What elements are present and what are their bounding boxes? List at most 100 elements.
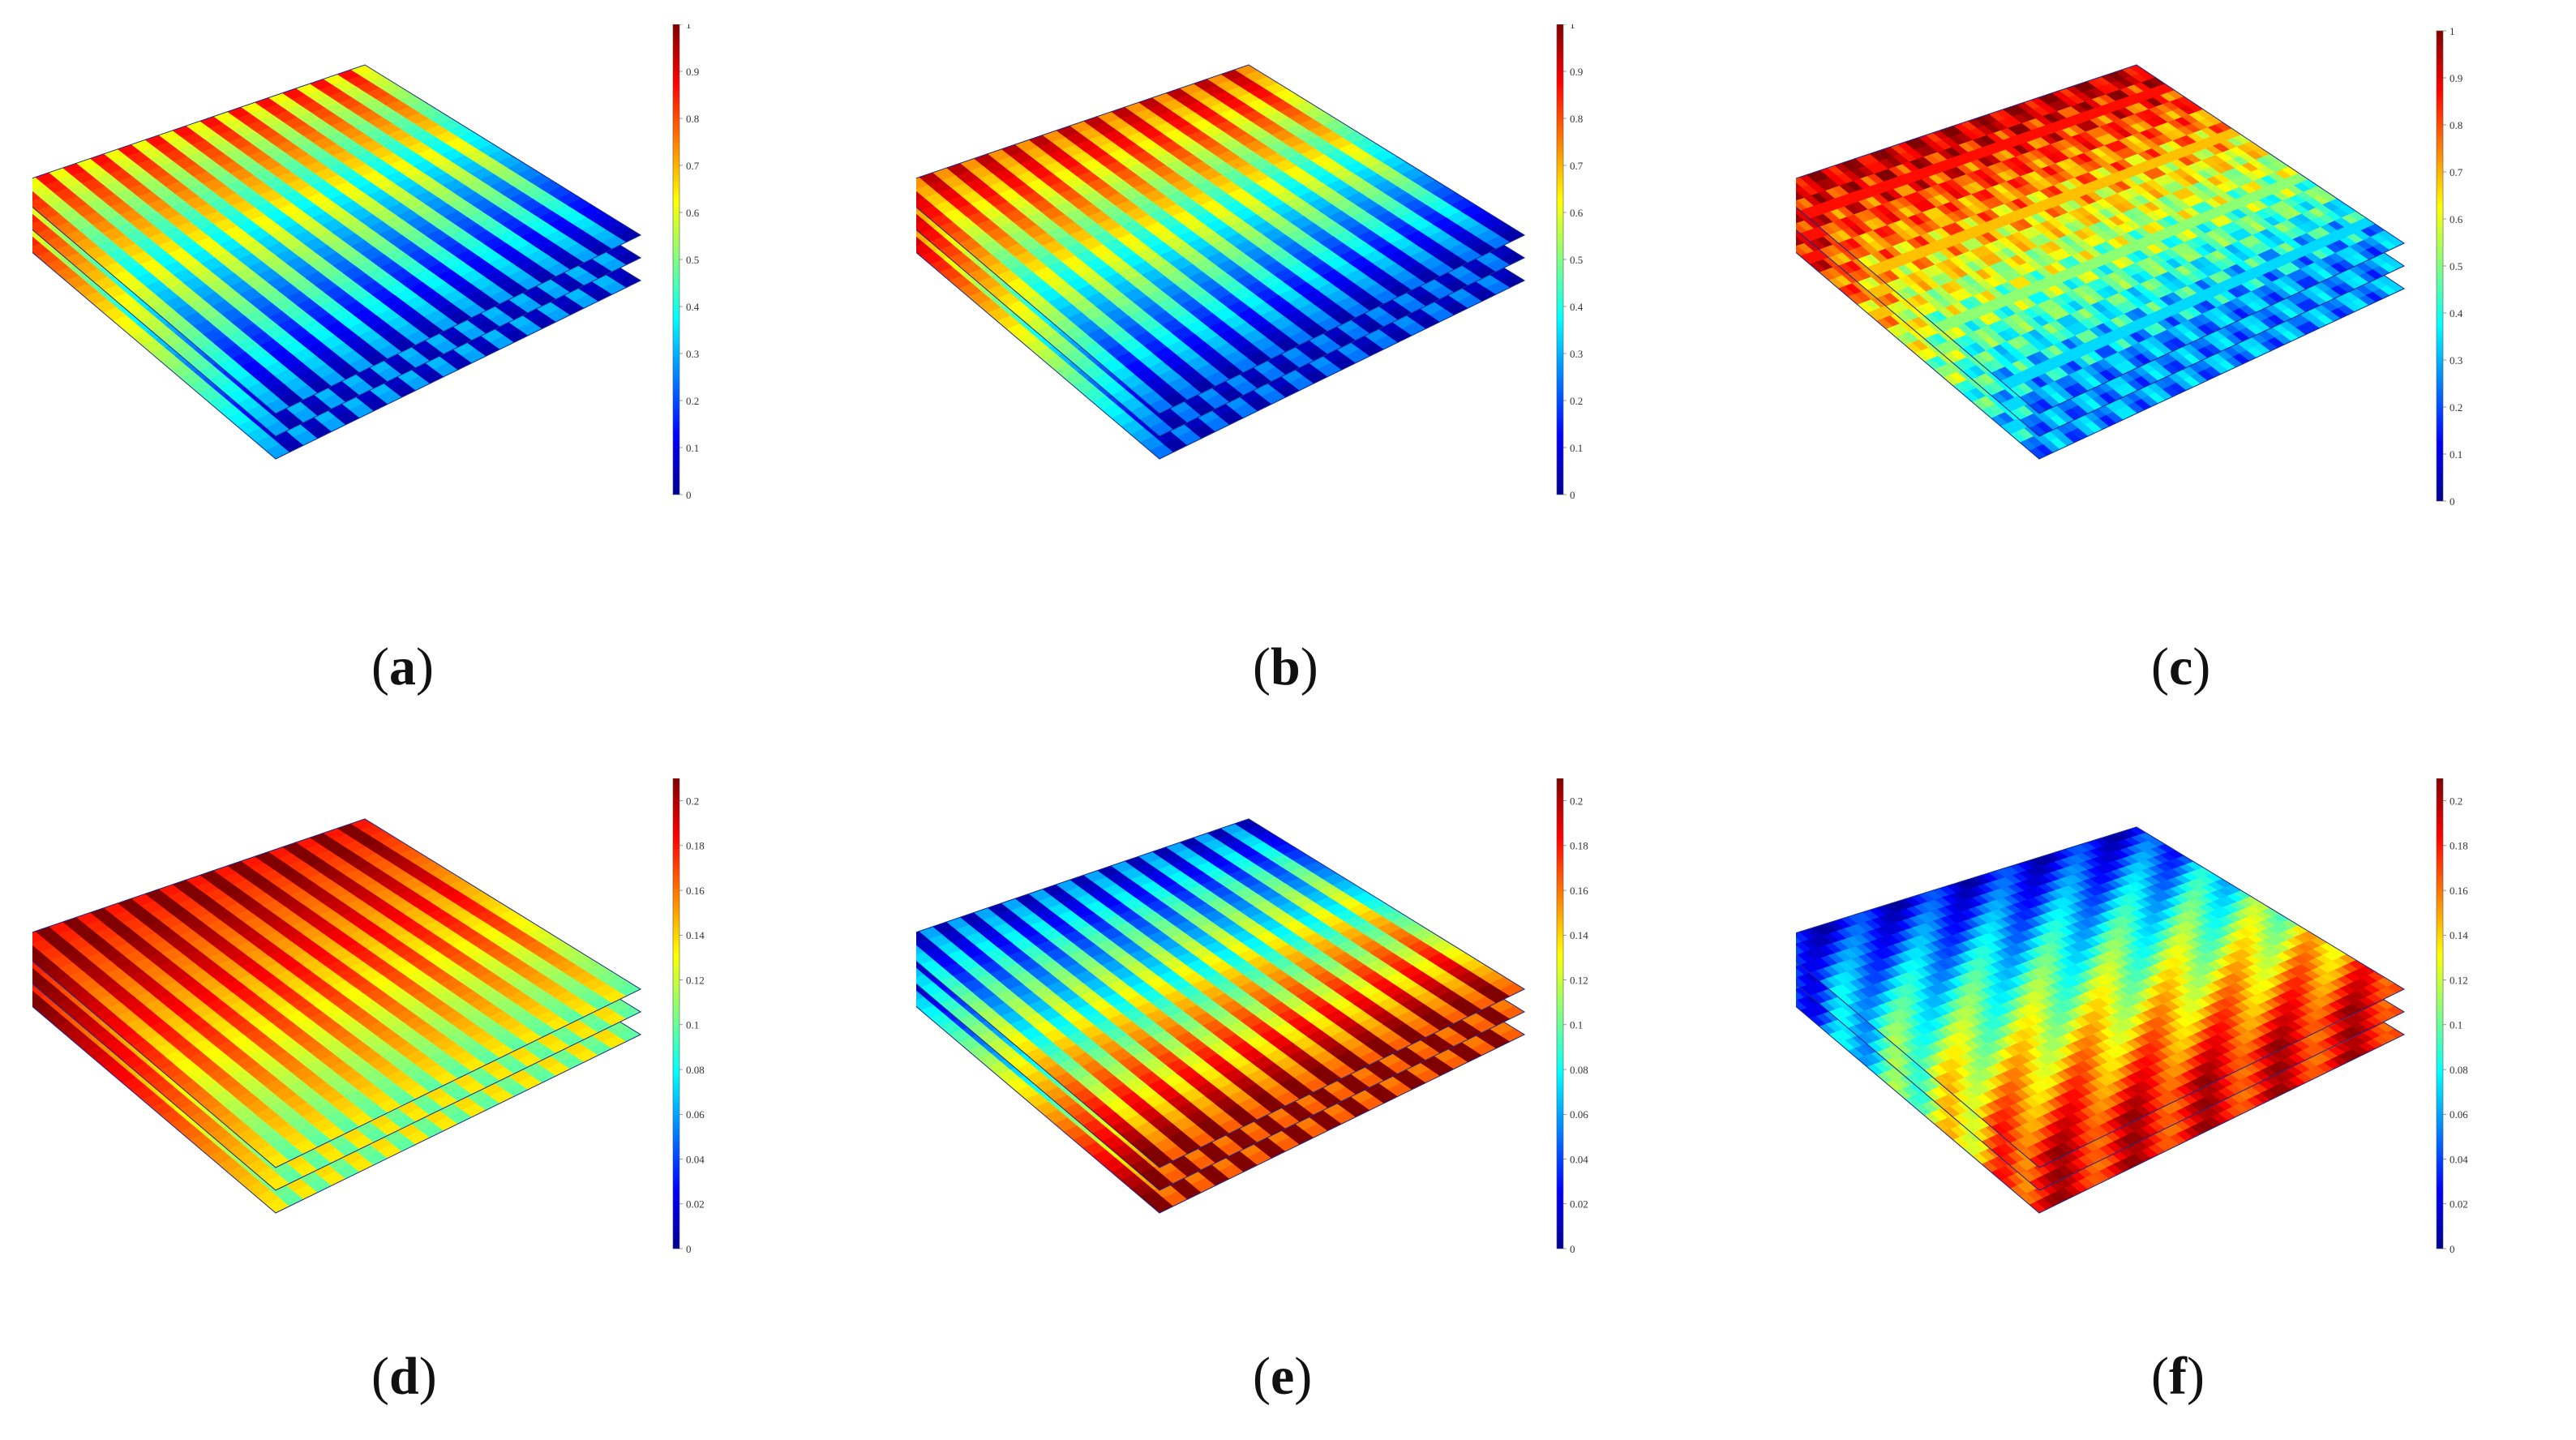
colorbar-tick-label: 0.12	[2450, 974, 2468, 986]
contour-plot-e: 0 0.02 0.04 0.06 0.08 0.1 0.12 0.14 0.16 0.18 0.2	[891, 778, 1588, 1255]
colorbar-tick-label: 0.1	[2450, 448, 2462, 461]
colorbar-tick-label: 0.5	[1570, 254, 1583, 266]
contour-plot-a: 0 0.1 0.2 0.3 0.4 0.5 0.6 0.7 0.8 0.9 1	[7, 19, 700, 501]
colorbar-gradient	[672, 24, 680, 495]
colorbar-tick-label: 0.12	[686, 974, 705, 986]
colorbar: 0 0.1 0.2 0.3 0.4 0.5 0.6 0.7 0.8 0.9 1	[1556, 19, 1584, 501]
colorbar: 0 0.02 0.04 0.06 0.08 0.1 0.12 0.14 0.16 0.18 0.2	[2436, 778, 2468, 1255]
plate-layer-1	[891, 818, 1526, 1168]
caption-d: (d)	[371, 1346, 437, 1408]
colorbar-tick-label: 1	[686, 24, 692, 31]
colorbar-tick-label: 0.16	[2450, 885, 2468, 897]
plate-layer-1	[891, 64, 1526, 414]
colorbar-tick-label: 0.2	[2450, 795, 2462, 807]
panel-c: 0 0.1 0.2 0.3 0.4 0.5 0.6 0.7 0.8 0.9 1	[1770, 24, 2574, 592]
contour-plot-d: 0 0.02 0.04 0.06 0.08 0.1 0.12 0.14 0.16 0.18 0.2	[7, 778, 705, 1255]
plate-outline	[1770, 826, 2406, 1168]
caption-b: (b)	[1253, 636, 1318, 698]
colorbar: 0 0.02 0.04 0.06 0.08 0.1 0.12 0.14 0.16 0.18 0.2	[1556, 778, 1588, 1255]
colorbar-tick-label: 0.4	[1570, 301, 1584, 313]
colorbar-tick-label: 0	[686, 489, 692, 501]
colorbar-gradient	[1556, 24, 1564, 495]
colorbar-tick-label: 0.9	[1570, 66, 1583, 78]
colorbar-tick-label: 0.2	[686, 395, 699, 407]
colorbar-tick-label: 0.08	[1570, 1064, 1588, 1076]
colorbar-tick-label: 0.7	[1570, 160, 1584, 172]
plate-layer-1	[7, 64, 642, 414]
colorbar-tick-label: 1	[2450, 25, 2455, 37]
colorbar-tick-label: 0.16	[686, 885, 705, 897]
contour-plot-b: 0 0.1 0.2 0.3 0.4 0.5 0.6 0.7 0.8 0.9 1	[891, 19, 1584, 501]
plate-outline	[7, 818, 642, 1168]
colorbar-tick-label: 0.14	[2450, 929, 2468, 941]
colorbar-tick-label: 0	[1570, 1243, 1575, 1255]
colorbar-tick-label: 0.9	[686, 66, 699, 78]
colorbar-tick-label: 0.8	[2450, 119, 2462, 131]
colorbar-tick-label: 0.06	[1570, 1108, 1588, 1121]
colorbar-tick-label: 0.04	[686, 1153, 705, 1165]
panel-b: 0 0.1 0.2 0.3 0.4 0.5 0.6 0.7 0.8 0.9 1	[891, 19, 1743, 592]
colorbar-tick-label: 0.08	[686, 1064, 705, 1076]
colorbar-tick-label: 0.9	[2450, 72, 2462, 84]
panel-f: 0 0.02 0.04 0.06 0.08 0.1 0.12 0.14 0.16 0.18 0.2	[1770, 778, 2574, 1297]
colorbar-tick-label: 0.02	[686, 1198, 705, 1211]
colorbar-tick-label: 0.16	[1570, 885, 1588, 897]
colorbar-tick-label: 0.18	[2450, 840, 2468, 852]
colorbar-tick-label: 0.08	[2450, 1064, 2468, 1076]
plate-layer-1	[7, 818, 642, 1168]
colorbar-tick-label: 0.3	[2450, 354, 2462, 366]
colorbar-tick-label: 0	[2450, 1243, 2455, 1255]
caption-c: (c)	[2151, 636, 2210, 698]
colorbar-tick-label: 0.04	[1570, 1153, 1588, 1165]
colorbar-tick-label: 1	[1570, 24, 1575, 31]
colorbar-tick-label: 0.04	[2450, 1153, 2468, 1165]
colorbar-tick-label: 0.14	[686, 929, 705, 941]
colorbar-tick-label: 0.4	[686, 301, 700, 313]
colorbar-tick-label: 0.6	[1570, 207, 1584, 219]
plate-outline	[891, 818, 1526, 1168]
colorbar-gradient	[1556, 778, 1564, 1249]
panel-e: 0 0.02 0.04 0.06 0.08 0.1 0.12 0.14 0.16 0.18 0.2	[891, 778, 1743, 1297]
colorbar-tick-label: 0.4	[2450, 307, 2463, 319]
colorbar-tick-label: 0.2	[1570, 795, 1583, 807]
colorbar-tick-label: 0.5	[686, 254, 699, 266]
caption-a: (a)	[371, 636, 434, 698]
colorbar-tick-label: 0.6	[686, 207, 700, 219]
contour-plot-f: 0 0.02 0.04 0.06 0.08 0.1 0.12 0.14 0.16 0.18 0.2	[1770, 778, 2468, 1255]
plate-outline	[891, 64, 1526, 414]
colorbar-tick-label: 0	[1570, 489, 1575, 501]
colorbar-tick-label: 0.6	[2450, 213, 2463, 225]
colorbar-tick-label: 0.1	[686, 442, 699, 454]
colorbar-tick-label: 0.7	[686, 160, 700, 172]
colorbar-tick-label: 0.06	[686, 1108, 705, 1121]
plate-layer-1	[1770, 826, 2406, 1168]
colorbar-tick-label: 0.12	[1570, 974, 1588, 986]
plate-outline	[1770, 64, 2406, 414]
colorbar-tick-label: 0.8	[1570, 113, 1583, 125]
caption-f: (f)	[2151, 1346, 2205, 1408]
colorbar-tick-label: 0.18	[1570, 840, 1588, 852]
colorbar-tick-label: 0.1	[1570, 1019, 1583, 1031]
panel-d: 0 0.02 0.04 0.06 0.08 0.1 0.12 0.14 0.16 0.18 0.2	[7, 778, 859, 1297]
colorbar-tick-label: 0.7	[2450, 166, 2463, 178]
colorbar-gradient	[2436, 30, 2444, 502]
colorbar-tick-label: 0.1	[2450, 1019, 2462, 1031]
colorbar-gradient	[672, 778, 680, 1249]
colorbar-tick-label: 0.14	[1570, 929, 1588, 941]
colorbar-tick-label: 0.3	[1570, 348, 1583, 360]
plate-outline	[7, 64, 642, 414]
colorbar-tick-label: 0.2	[2450, 401, 2462, 414]
contour-plot-c: 0 0.1 0.2 0.3 0.4 0.5 0.6 0.7 0.8 0.9 1	[1770, 25, 2463, 508]
colorbar-tick-label: 0.02	[2450, 1198, 2468, 1211]
colorbar-tick-label: 0.3	[686, 348, 699, 360]
colorbar-tick-label: 0.5	[2450, 260, 2462, 272]
colorbar-tick-label: 0.1	[686, 1019, 699, 1031]
panel-a: 0 0.1 0.2 0.3 0.4 0.5 0.6 0.7 0.8 0.9 1	[7, 19, 859, 592]
colorbar-tick-label: 0.1	[1570, 442, 1583, 454]
colorbar-tick-label: 0.2	[686, 795, 699, 807]
colorbar: 0 0.1 0.2 0.3 0.4 0.5 0.6 0.7 0.8 0.9 1	[2436, 25, 2463, 508]
colorbar-tick-label: 0	[686, 1243, 692, 1255]
colorbar-tick-label: 0	[2450, 495, 2455, 508]
colorbar-tick-label: 0.2	[1570, 395, 1583, 407]
colorbar-tick-label: 0.8	[686, 113, 699, 125]
